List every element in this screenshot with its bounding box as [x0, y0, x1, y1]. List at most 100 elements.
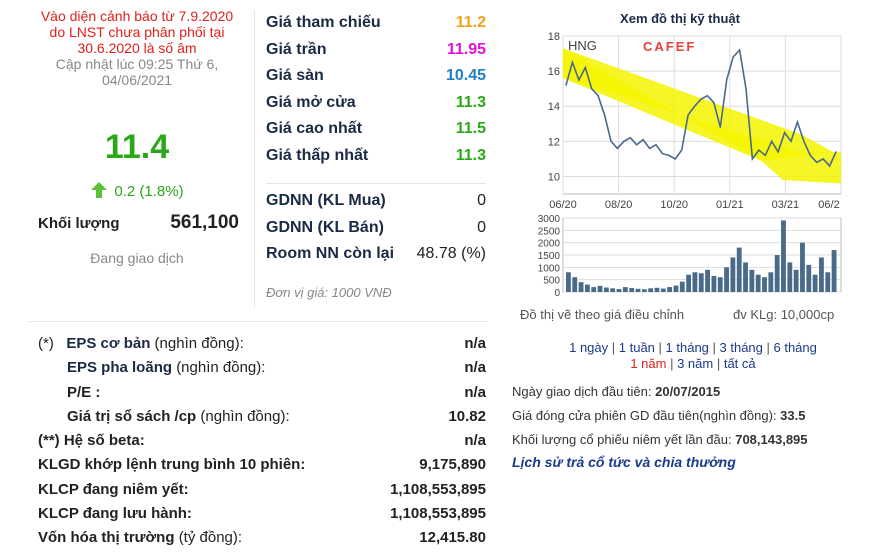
range-option[interactable]: 3 năm — [677, 356, 714, 371]
ticker-label: HNG — [568, 38, 597, 53]
price-tick-label: 10 — [548, 171, 560, 183]
price-point — [796, 121, 799, 123]
price-label: Giá trần — [266, 40, 327, 58]
volume-label: Khối lượng — [38, 215, 120, 232]
eps-diluted-value: n/a — [464, 359, 486, 377]
price-value: 11.5 — [455, 120, 486, 137]
price-point — [687, 114, 689, 116]
technical-chart[interactable]: 10 12 14 16 18 06/20 08/20 10/20 01/21 03/21 06/2 H… — [508, 28, 848, 300]
range-option[interactable]: 1 tháng — [665, 340, 709, 355]
volume-bar — [806, 264, 812, 292]
volume-bar — [705, 269, 710, 292]
price-point — [822, 158, 824, 160]
price-point — [584, 67, 586, 69]
range-option[interactable]: 1 năm — [630, 356, 667, 371]
price-unit-note: Đơn vị giá: 1000 VNĐ — [266, 285, 392, 300]
range-option[interactable]: 6 tháng — [773, 340, 817, 355]
volume-bar — [768, 272, 774, 292]
market-cap-value: 12,415.80 — [419, 529, 486, 547]
current-price: 11.4 — [104, 128, 170, 166]
pe-row: P/E : n/a — [38, 384, 486, 408]
volume-bar — [616, 289, 622, 292]
price-point — [706, 95, 709, 97]
price-point — [758, 149, 760, 151]
first-price-label: Giá đóng cửa phiên GD đầu tiên(nghìn đồn… — [512, 408, 777, 423]
price-point — [642, 138, 644, 141]
price-list: Giá tham chiếu 11.2 Giá trần 11.95 Giá sàn 10… — [266, 14, 486, 272]
market-cap-unit: (tỷ đồng): — [178, 529, 243, 547]
price-point — [713, 102, 715, 104]
first-price-row: Giá đóng cửa phiên GD đầu tiên(nghìn đồn… — [512, 408, 808, 432]
volume-bar — [667, 287, 673, 292]
price-row: Giá tham chiếu 11.2 — [266, 14, 486, 41]
price-label: Giá sàn — [266, 67, 324, 84]
fundamentals-table: (*) EPS cơ bản (nghìn đồng): n/a EPS pha… — [38, 335, 486, 554]
volume-bar — [591, 287, 597, 292]
price-point — [764, 154, 766, 156]
price-point — [719, 126, 721, 128]
avg-volume-row: KLGD khớp lệnh trung bình 10 phiên: 9,17… — [38, 456, 486, 480]
foreign-value: 48.78 (%) — [416, 245, 486, 262]
volume-bar — [711, 275, 717, 292]
volume-bar — [654, 287, 660, 292]
trend-highlight — [563, 48, 833, 161]
volume-bar — [584, 284, 590, 292]
price-row: Giá cao nhất 11.5 — [266, 120, 486, 147]
avg-volume-label: KLGD khớp lệnh trung bình 10 phiên: — [38, 456, 306, 474]
foreign-label: GDNN (KL Mua) — [266, 192, 386, 209]
price-row: Giá thấp nhất 11.3 — [266, 147, 486, 174]
time-tick-label: 08/20 — [605, 199, 633, 211]
price-point — [597, 95, 599, 97]
cafef-logo: CAFEF — [643, 39, 696, 54]
eps-diluted-row: EPS pha loãng (nghìn đồng): n/a — [38, 359, 486, 383]
volume-bar — [673, 285, 679, 292]
first-day-value: 20/07/2015 — [655, 384, 721, 399]
volume-bar — [635, 288, 641, 292]
first-volume-label: Khối lượng cổ phiếu niêm yết lần đầu: — [512, 432, 732, 447]
dividend-history-link[interactable]: Lịch sử trả cổ tức và chia thưởng — [512, 454, 736, 470]
volume-bar — [831, 250, 837, 292]
beta-value: n/a — [464, 432, 486, 450]
price-point — [674, 158, 676, 160]
range-option[interactable]: tất cả — [723, 356, 756, 371]
volume-bar — [819, 257, 824, 292]
volume-tick-label: 3000 — [538, 214, 561, 225]
price-label: Giá cao nhất — [266, 120, 363, 137]
volume-tick-label: 1500 — [538, 251, 561, 262]
time-tick-label: 06/20 — [549, 199, 577, 211]
price-point — [835, 151, 837, 153]
updated-line-1: Cập nhật lúc 09:25 Thứ 6, — [55, 56, 219, 72]
volume-bar — [622, 287, 628, 292]
volume-bar — [660, 288, 666, 292]
chart-volume-unit: đv KLg: 10,000cp — [733, 307, 835, 322]
listing-info: Ngày giao dịch đầu tiên: 20/07/2015 Giá … — [512, 384, 808, 456]
price-point — [751, 158, 754, 160]
foreign-row: Room NN còn lại 48.78 (%) — [266, 245, 486, 272]
price-point — [616, 147, 619, 149]
range-option[interactable]: 3 tháng — [719, 340, 763, 355]
price-point — [726, 79, 728, 81]
time-tick-label: 01/21 — [716, 199, 744, 211]
outstanding-label: KLCP đang lưu hành: — [38, 505, 192, 523]
time-tick-label: 10/20 — [660, 199, 688, 211]
arrow-up-icon — [91, 182, 108, 198]
price-point — [700, 98, 702, 100]
summary-panel: Vào diện cảnh báo từ 7.9.2020 do LNST ch… — [28, 8, 246, 88]
price-tick-label: 14 — [548, 101, 560, 113]
price-change-value: 0.2 (1.8%) — [114, 183, 184, 200]
range-option[interactable]: 1 tuần — [618, 340, 655, 355]
volume-bar — [812, 274, 818, 292]
foreign-value: 0 — [477, 218, 486, 236]
price-value: 11.2 — [455, 14, 486, 31]
trading-status: Đang giao dịch — [90, 250, 184, 266]
price-point — [565, 84, 567, 86]
price-point — [610, 140, 612, 142]
chart-title-link[interactable]: Xem đồ thị kỹ thuật — [620, 11, 740, 26]
volume-bar — [566, 272, 571, 292]
volume-bar — [610, 288, 616, 292]
column-divider — [254, 10, 255, 308]
volume-bar — [724, 267, 729, 292]
foreign-row: GDNN (KL Bán) 0 — [266, 219, 486, 246]
volume-bar — [755, 274, 761, 292]
range-option[interactable]: 1 ngày — [569, 340, 609, 355]
